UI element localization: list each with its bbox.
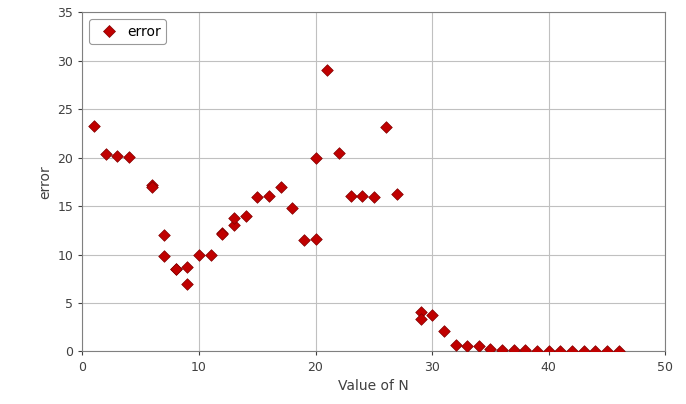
Point	[485, 345, 496, 352]
Point	[602, 348, 613, 354]
Point	[170, 266, 181, 272]
Point	[170, 266, 181, 272]
Point	[380, 123, 391, 130]
Point	[228, 222, 239, 229]
Point	[263, 193, 274, 200]
Point	[427, 311, 438, 318]
Point	[112, 152, 123, 159]
Point	[205, 251, 216, 258]
Point	[182, 264, 193, 270]
Point	[613, 348, 624, 354]
Point	[158, 232, 169, 238]
Point	[357, 193, 368, 200]
Point	[532, 347, 543, 354]
Point	[473, 343, 484, 349]
Point	[217, 231, 228, 238]
Point	[147, 181, 158, 188]
Point	[392, 191, 403, 198]
Point	[287, 205, 298, 211]
Point	[333, 149, 344, 156]
Point	[345, 193, 356, 200]
Point	[578, 348, 589, 354]
Point	[520, 347, 531, 353]
Point	[123, 154, 134, 160]
Point	[240, 213, 251, 219]
Point	[543, 347, 554, 354]
Point	[462, 343, 473, 349]
Point	[310, 154, 321, 161]
Point	[497, 346, 508, 353]
Point	[100, 150, 111, 157]
Point	[508, 347, 519, 353]
Point	[147, 183, 158, 190]
Point	[158, 253, 169, 260]
Point	[555, 347, 566, 354]
Point	[415, 309, 426, 315]
Legend: error: error	[89, 19, 166, 44]
Point	[228, 215, 239, 221]
Point	[322, 67, 333, 74]
Point	[275, 183, 286, 190]
Point	[310, 236, 321, 242]
Point	[415, 315, 426, 322]
Point	[368, 194, 379, 200]
Point	[450, 342, 461, 348]
X-axis label: Value of N: Value of N	[338, 379, 410, 393]
Point	[193, 252, 204, 259]
Point	[217, 230, 228, 236]
Point	[438, 328, 449, 335]
Point	[590, 348, 601, 354]
Point	[182, 280, 193, 287]
Y-axis label: error: error	[38, 165, 52, 199]
Point	[567, 348, 578, 354]
Point	[298, 237, 309, 243]
Point	[88, 122, 99, 129]
Point	[252, 194, 263, 200]
